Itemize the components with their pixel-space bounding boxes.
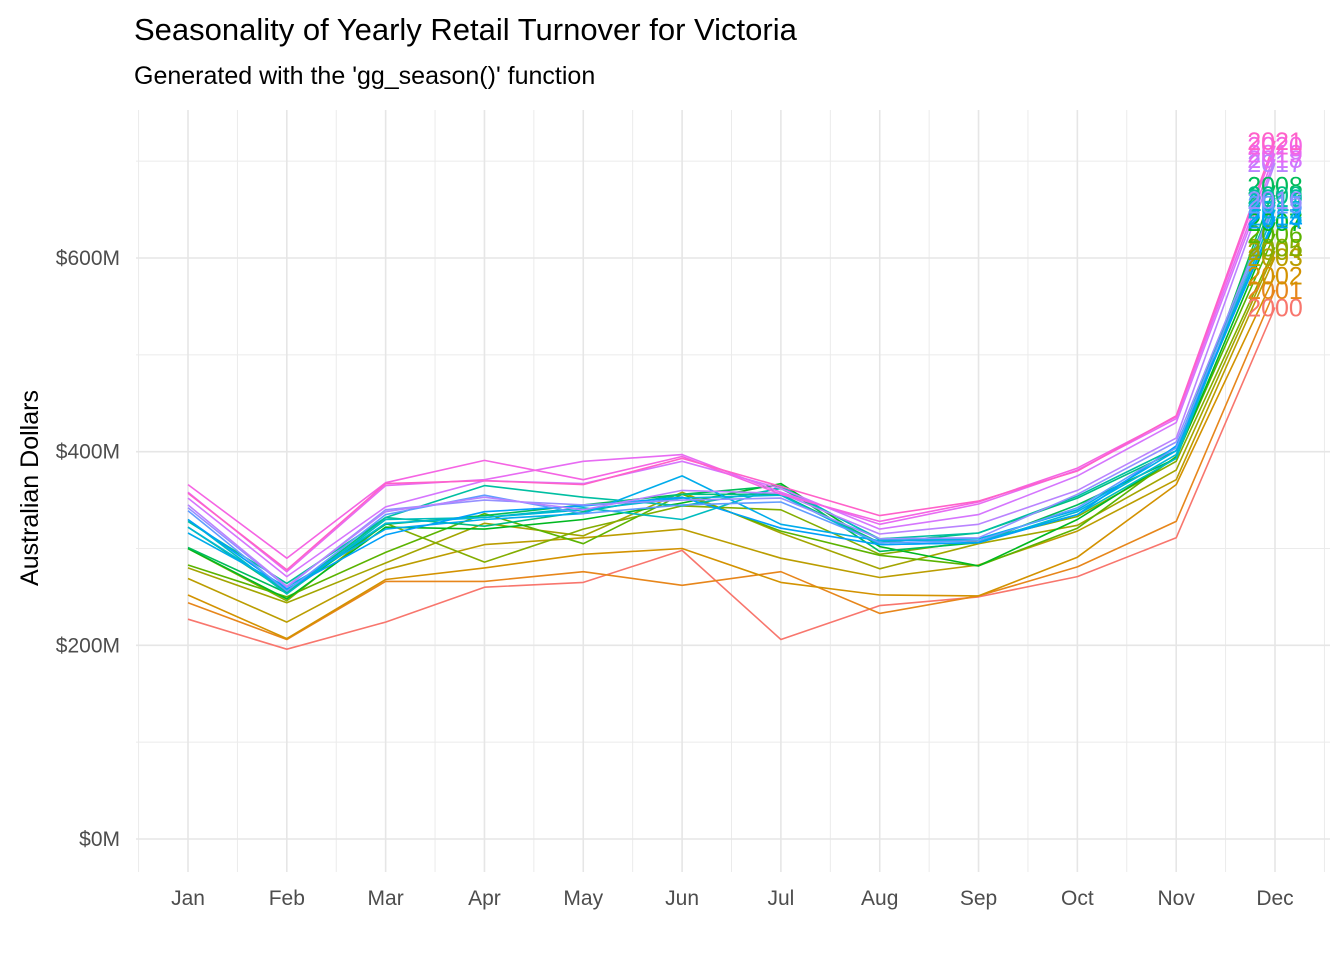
- x-tick-label: Nov: [1158, 887, 1196, 910]
- series-label-2014: 2014: [1247, 206, 1303, 234]
- series-label-2017: 2017: [1247, 150, 1303, 178]
- series-label-2011: 2011: [1248, 189, 1302, 217]
- series-label-2013: 2013: [1247, 203, 1303, 231]
- x-tick-label: Aug: [861, 887, 898, 910]
- series-line-2001: [187, 289, 1276, 641]
- series-line-2014: [187, 218, 1276, 591]
- series-lines: [187, 140, 1276, 651]
- series-label-2001: 2001: [1247, 277, 1303, 305]
- x-tick-label: Sep: [960, 887, 997, 910]
- x-tick-label: Oct: [1061, 887, 1094, 910]
- series-label-2021: 2021: [1247, 128, 1303, 156]
- series-label-2009: 2009: [1247, 182, 1303, 210]
- y-tick-label: $200M: [56, 634, 120, 657]
- series-line-2013: [187, 216, 1276, 589]
- series-label-2002: 2002: [1247, 262, 1303, 290]
- series-label-2003: 2003: [1247, 244, 1303, 272]
- series-label-2007: 2007: [1247, 209, 1303, 237]
- series-line-2003: [187, 256, 1276, 623]
- series-label-2010: 2010: [1247, 185, 1303, 213]
- series-line-2017: [187, 162, 1276, 588]
- series-label-2016: 2016: [1247, 187, 1303, 215]
- y-tick-label: $400M: [56, 441, 120, 464]
- x-tick-label: Mar: [368, 887, 404, 910]
- series-label-2004: 2004: [1247, 238, 1303, 266]
- x-axis-ticks: Jan Feb Mar Apr May Jun Jul Aug Sep Oct Nov Dec: [171, 887, 1294, 910]
- series-line-2009: [187, 194, 1276, 593]
- chart-subtitle: Generated with the 'gg_season()' functio…: [134, 62, 595, 90]
- series-label-2018: 2018: [1247, 146, 1303, 174]
- series-line-2015: [187, 204, 1276, 592]
- series-label-2020: 2020: [1247, 133, 1303, 161]
- series-line-2016: [187, 199, 1276, 589]
- series-line-2020: [187, 145, 1276, 560]
- series-label-2005: 2005: [1247, 234, 1303, 262]
- chart-title: Seasonality of Yearly Retail Turnover fo…: [134, 12, 798, 47]
- x-tick-label: Jul: [767, 887, 794, 910]
- series-label-2019: 2019: [1247, 140, 1303, 168]
- y-axis-ticks: $0M $200M $400M $600M: [56, 247, 120, 851]
- plot-grid: [136, 110, 1330, 872]
- y-axis-title: Australian Dollars: [16, 390, 44, 586]
- x-tick-label: Jun: [665, 887, 699, 910]
- x-tick-label: Apr: [468, 887, 501, 910]
- y-tick-label: $600M: [56, 247, 120, 270]
- series-line-2021: [187, 140, 1276, 571]
- series-label-2006: 2006: [1247, 221, 1303, 249]
- series-label-2012: 2012: [1247, 197, 1303, 225]
- series-label-2000: 2000: [1247, 294, 1303, 322]
- x-tick-label: Dec: [1256, 887, 1293, 910]
- x-tick-label: Jan: [171, 887, 205, 910]
- series-line-2002: [187, 275, 1276, 640]
- x-tick-label: May: [563, 887, 603, 910]
- y-tick-label: $0M: [79, 828, 120, 851]
- series-label-2008: 2008: [1247, 172, 1303, 200]
- series-line-2000: [187, 307, 1276, 651]
- series-label-2015: 2015: [1247, 192, 1303, 220]
- x-tick-label: Feb: [269, 887, 305, 910]
